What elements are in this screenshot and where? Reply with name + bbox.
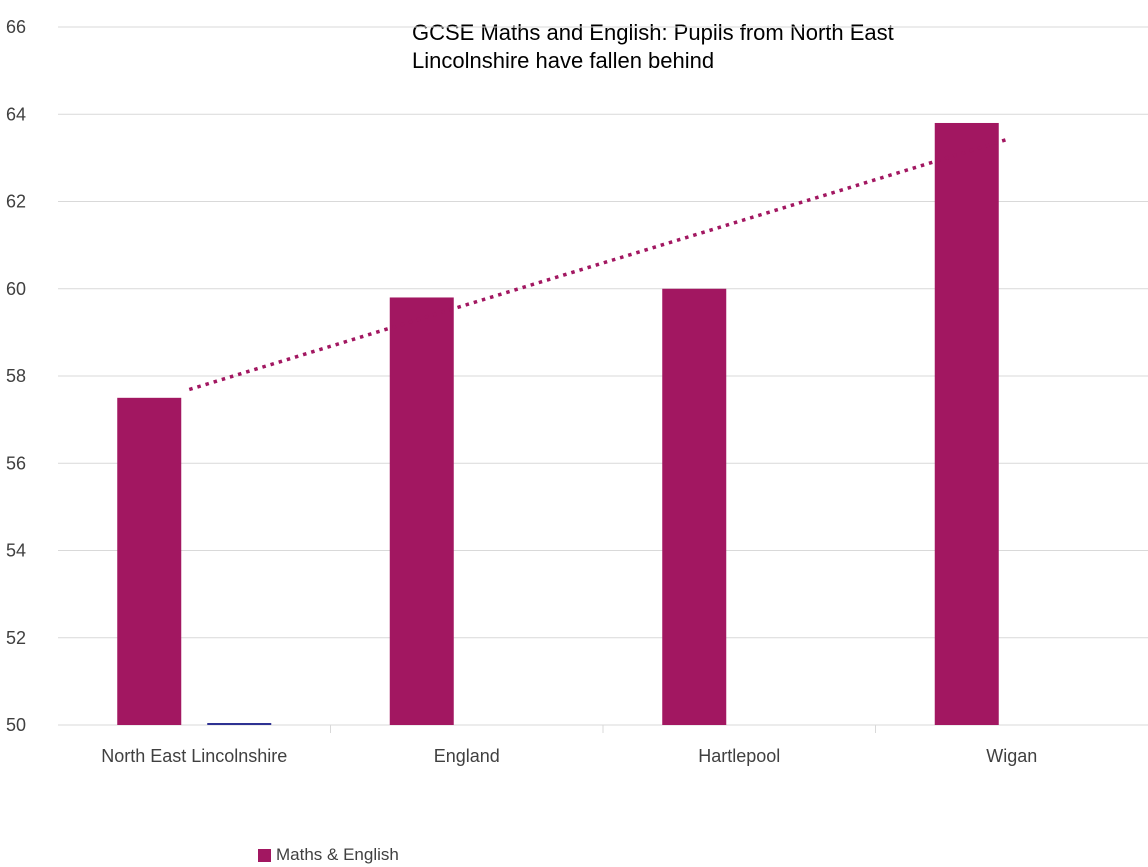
y-tick-label: 54 bbox=[6, 541, 26, 561]
trendline bbox=[188, 137, 1008, 392]
bars bbox=[117, 122, 999, 726]
trendline-path bbox=[188, 137, 1008, 392]
x-tick-label: Hartlepool bbox=[698, 746, 780, 766]
x-tick-label: North East Lincolnshire bbox=[101, 746, 287, 766]
y-axis: 50 52 54 56 58 60 62 64 66 bbox=[6, 17, 26, 735]
y-tick-label: 62 bbox=[6, 192, 26, 212]
chart-title-line-2: Lincolnshire have fallen behind bbox=[412, 48, 714, 73]
y-tick-label: 64 bbox=[6, 104, 26, 124]
y-tick-label: 50 bbox=[6, 715, 26, 735]
bar bbox=[934, 122, 999, 726]
y-tick-label: 56 bbox=[6, 453, 26, 473]
bar bbox=[207, 723, 272, 725]
legend-swatch bbox=[258, 848, 271, 862]
bar bbox=[117, 397, 182, 725]
chart-title-line-1: GCSE Maths and English: Pupils from Nort… bbox=[412, 20, 894, 45]
y-tick-label: 66 bbox=[6, 17, 26, 37]
bar bbox=[662, 288, 727, 725]
x-tick-label: Wigan bbox=[986, 746, 1037, 766]
y-tick-label: 60 bbox=[6, 279, 26, 299]
y-tick-label: 52 bbox=[6, 628, 26, 648]
gridlines bbox=[58, 26, 1148, 726]
y-tick-label: 58 bbox=[6, 366, 26, 386]
legend: Maths & English bbox=[258, 845, 399, 865]
bar bbox=[389, 297, 454, 725]
x-axis: North East Lincolnshire England Hartlepool… bbox=[101, 725, 1037, 766]
legend-label: Maths & English bbox=[276, 845, 399, 864]
x-tick-label: England bbox=[434, 746, 500, 766]
